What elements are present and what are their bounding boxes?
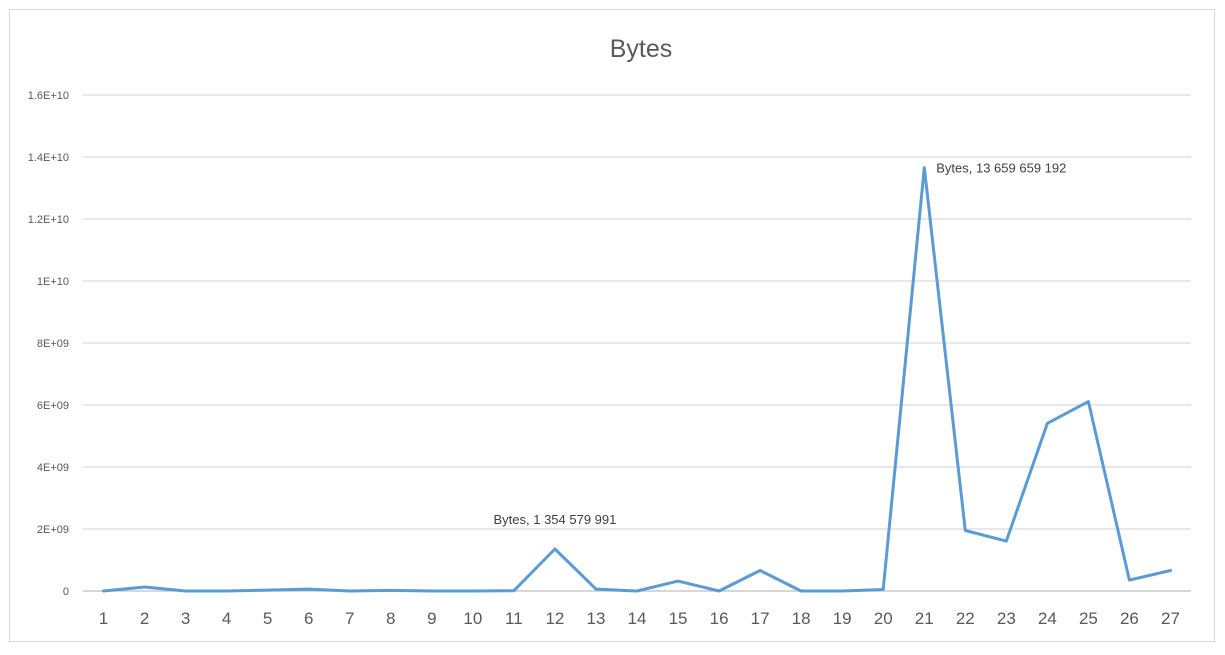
y-tick-label: 1.2E+10 [28,214,69,226]
data-point [1005,540,1008,543]
data-point [923,166,926,169]
data-point [964,529,967,532]
data-point [348,590,351,593]
x-tick-label: 18 [792,609,811,628]
x-tick-label: 19 [833,609,852,628]
data-label: Bytes, 1 354 579 991 [493,512,616,527]
x-tick-label: 21 [915,609,934,628]
x-tick-label: 3 [181,609,190,628]
y-tick-label: 2E+09 [37,524,69,536]
data-point [184,590,187,593]
data-point [882,588,885,591]
x-tick-label: 2 [140,609,149,628]
x-tick-label: 5 [263,609,272,628]
data-point [636,590,639,593]
data-point [143,585,146,588]
data-point [841,590,844,593]
x-tick-label: 7 [345,609,354,628]
x-tick-label: 4 [222,609,231,628]
data-point [594,588,597,591]
x-tick-label: 17 [751,609,770,628]
x-tick-label: 6 [304,609,313,628]
y-axis-ticks: 0 2E+09 4E+09 6E+09 8E+09 1E+10 1.2E+10 1.4E+10… [28,90,69,598]
x-tick-label: 11 [505,609,523,628]
data-point [430,590,433,593]
annotations: Bytes, 1 354 579 991 Bytes, 13 659 659 19… [493,161,1066,527]
y-tick-label: 4E+09 [37,462,69,474]
data-point [1169,569,1172,572]
x-tick-label: 23 [997,609,1016,628]
data-point [225,590,228,593]
x-tick-label: 16 [710,609,729,628]
x-tick-label: 12 [545,609,564,628]
data-label: Bytes, 13 659 659 192 [936,161,1066,176]
x-tick-label: 25 [1079,609,1098,628]
x-tick-label: 9 [427,609,436,628]
y-tick-label: 1.6E+10 [28,90,69,102]
y-tick-label: 6E+09 [37,400,69,412]
x-tick-label: 26 [1120,609,1139,628]
chart-frame: Bytes 0 2E+09 4E+09 6E+09 8E+09 1E+10 1.2E+10 1… [9,9,1215,642]
data-point [1046,422,1049,425]
data-point [307,588,310,591]
chart-title: Bytes [610,35,673,63]
x-tick-label: 20 [874,609,893,628]
x-tick-label: 14 [628,609,647,628]
data-point [471,590,474,593]
data-point [553,548,556,551]
gridlines [83,94,1191,592]
data-point [800,590,803,593]
y-tick-label: 1.4E+10 [28,152,69,164]
series-line-bytes [102,166,1172,593]
x-tick-label: 8 [386,609,395,628]
x-tick-label: 15 [669,609,688,628]
data-point [1128,579,1131,582]
data-point [266,589,269,592]
x-tick-label: 27 [1161,609,1180,628]
data-point [102,590,105,593]
series-group [102,166,1172,593]
x-tick-label: 10 [463,609,482,628]
data-point [1087,400,1090,403]
x-tick-label: 13 [587,609,606,628]
y-tick-label: 8E+09 [37,338,69,350]
data-point [677,580,680,583]
x-tick-label: 1 [99,609,108,628]
data-point [512,589,515,592]
x-tick-label: 24 [1038,609,1057,628]
data-point [718,590,721,593]
y-tick-label: 0 [63,586,69,598]
data-point [389,589,392,592]
data-point [759,569,762,572]
x-axis-ticks: 1 2 3 4 5 6 7 8 9 10 11 12 13 14 15 16 17 18 19 20 21 22 23 24 2… [99,609,1180,628]
x-tick-label: 22 [956,609,975,628]
y-tick-label: 1E+10 [37,276,69,288]
line-chart: Bytes 0 2E+09 4E+09 6E+09 8E+09 1E+10 1.2E+10 1… [28,35,1191,628]
